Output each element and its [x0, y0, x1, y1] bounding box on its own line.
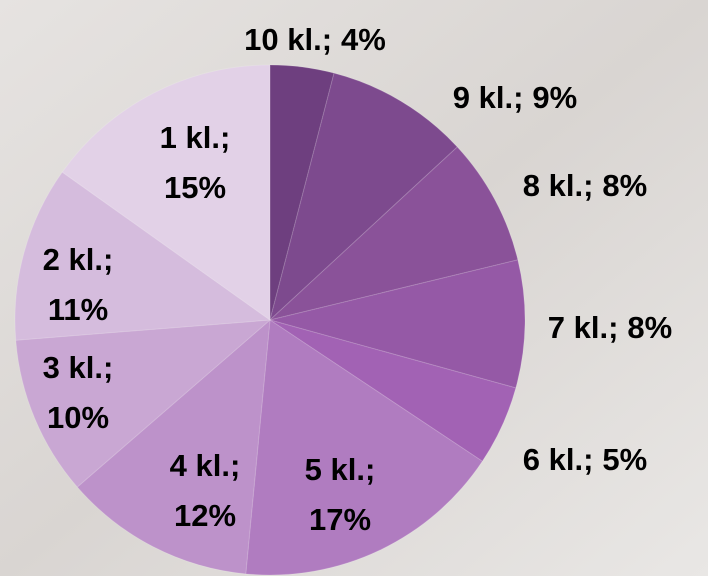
- data-label: 10 kl.; 4%: [244, 22, 386, 57]
- label-category: 7 kl.;: [548, 310, 619, 345]
- data-label: 8 kl.;8%: [523, 168, 647, 203]
- label-category: 3 kl.;: [43, 350, 114, 385]
- label-value: 15%: [164, 170, 226, 205]
- data-label: 9 kl.;9%: [453, 80, 577, 115]
- label-value: 12%: [174, 498, 236, 533]
- label-value: 4%: [341, 22, 386, 57]
- label-value: 8%: [602, 168, 647, 203]
- label-category: 6 kl.;: [523, 442, 594, 477]
- label-category: 8 kl.;: [523, 168, 594, 203]
- label-category: 4 kl.;: [170, 448, 241, 483]
- label-value: 10%: [47, 400, 109, 435]
- label-category: 9 kl.;: [453, 80, 524, 115]
- label-category: 1 kl.;: [160, 120, 231, 155]
- data-label: 7 kl.;8%: [548, 310, 672, 345]
- label-value: 5%: [602, 442, 647, 477]
- label-value: 17%: [309, 502, 371, 537]
- label-value: 11%: [48, 292, 108, 327]
- chart: 10 kl.;4%9 kl.;9%8 kl.;8%7 kl.;8%6 kl.;5…: [0, 0, 708, 576]
- data-label: 6 kl.;5%: [523, 442, 647, 477]
- label-category: 10 kl.;: [244, 22, 332, 57]
- label-value: 8%: [627, 310, 672, 345]
- label-category: 5 kl.;: [305, 452, 376, 487]
- label-value: 9%: [532, 80, 577, 115]
- label-category: 2 kl.;: [43, 242, 114, 277]
